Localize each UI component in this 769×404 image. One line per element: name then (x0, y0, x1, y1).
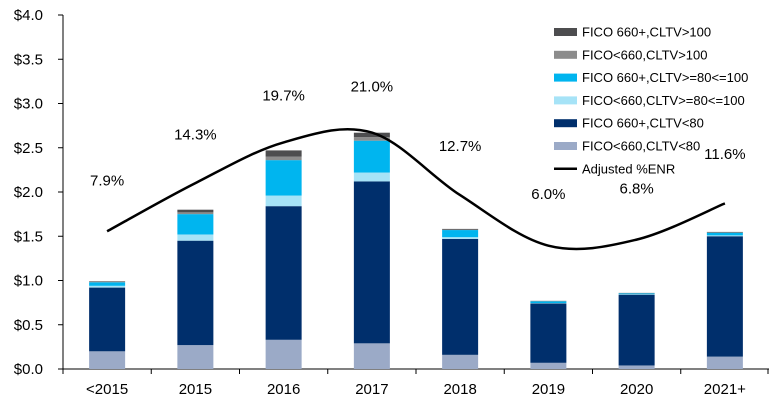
bar-segment (442, 230, 479, 238)
legend-swatch (554, 119, 577, 128)
bar-segment (353, 132, 390, 138)
legend-item: FICO 660+,CLTV>100 (554, 25, 711, 40)
bar-stacks (89, 132, 743, 369)
legend: FICO 660+,CLTV>100 FICO<660,CLTV>100 FICO … (554, 25, 748, 176)
bar-stack (530, 300, 567, 369)
bar-segment (177, 240, 214, 346)
bar-segment (89, 287, 126, 352)
x-tick-label: 2021+ (704, 381, 746, 398)
x-tick-label: 2017 (355, 381, 388, 398)
bar-segment (265, 156, 302, 161)
bar-segment (706, 235, 743, 237)
bar-segment (706, 232, 743, 236)
legend-label: FICO 660+,CLTV>100 (582, 25, 711, 40)
bar-stack (89, 281, 126, 369)
bar-segment (177, 234, 214, 241)
y-tick-label: $3.0 (14, 96, 43, 113)
enr-data-label: 21.0% (351, 78, 394, 95)
bar-segment (265, 195, 302, 207)
bar-segment (442, 228, 479, 230)
bar-stack (442, 228, 479, 369)
enr-line-path (106, 127, 726, 251)
bar-segment (177, 214, 214, 235)
bar-segment (353, 343, 390, 369)
bar-segment (706, 356, 743, 369)
bar-segment (530, 301, 567, 304)
y-tick-label: $1.0 (14, 273, 43, 290)
bar-segment (530, 303, 567, 363)
bar-segment (265, 160, 302, 196)
bar-segment (706, 236, 743, 357)
legend-item: FICO 660+,CLTV>=80<=100 (554, 70, 748, 85)
bar-segment (265, 150, 302, 157)
bar-segment (353, 172, 390, 182)
bar-segment (442, 354, 479, 369)
y-tick-label: $2.5 (14, 140, 43, 157)
y-tick-label: $4.0 (14, 7, 43, 24)
legend-label: FICO 660+,CLTV<80 (582, 116, 704, 131)
bar-segment (265, 206, 302, 340)
y-tick-label: $0.5 (14, 317, 43, 334)
legend-item: FICO 660+,CLTV<80 (554, 116, 704, 131)
bar-segment (442, 237, 479, 239)
legend-label: FICO<660,CLTV>=80<=100 (582, 93, 745, 108)
bar-segment (89, 285, 126, 288)
enr-data-label: 14.3% (174, 126, 217, 143)
x-tick-label: 2018 (443, 381, 476, 398)
y-tick-label: $2.0 (14, 184, 43, 201)
x-tick-label: 2019 (532, 381, 565, 398)
legend-label: FICO<660,CLTV<80 (582, 139, 700, 154)
bar-segment (177, 209, 214, 213)
enr-data-label: 11.6% (704, 146, 745, 163)
bar-segment (442, 238, 479, 355)
x-tick-label: 2015 (179, 381, 212, 398)
legend-swatch (554, 28, 577, 36)
bar-segment (265, 339, 302, 369)
legend-swatch (554, 96, 577, 105)
legend-label: FICO<660,CLTV>100 (582, 47, 708, 62)
bar-segment (177, 212, 214, 215)
bar-segment (530, 362, 567, 369)
bar-segment (177, 345, 214, 369)
legend-label: Adjusted %ENR (582, 161, 675, 176)
bar-segment (89, 281, 126, 283)
bar-stack (618, 292, 655, 369)
x-tick-label: 2016 (267, 381, 300, 398)
bar-stack (706, 231, 743, 369)
bar-segment (706, 231, 743, 233)
x-tick-label: 2020 (620, 381, 653, 398)
x-tick-label: <2015 (86, 381, 128, 398)
y-axis: $0.0 $0.5 $1.0 $1.5 $2.0 $2.5 $3.0 $3.5 $4.0 (14, 7, 64, 378)
legend-item: FICO<660,CLTV>100 (554, 47, 708, 62)
bar-segment (618, 365, 655, 369)
legend-item: Adjusted %ENR (554, 161, 675, 176)
bar-stack (265, 150, 302, 369)
legend-swatch (554, 73, 577, 82)
x-axis: <2015 2015 2016 2017 2018 2019 2020 2021+ (62, 368, 769, 398)
bar-segment (618, 294, 655, 366)
y-tick-label: $1.5 (14, 228, 43, 245)
enr-data-label: 19.7% (262, 88, 305, 105)
bar-segment (89, 351, 126, 369)
bar-segment (353, 137, 390, 141)
y-tick-label: $3.5 (14, 51, 43, 68)
legend-label: FICO 660+,CLTV>=80<=100 (582, 70, 748, 85)
bar-stack (177, 209, 214, 369)
bar-segment (89, 282, 126, 286)
enr-data-label: 12.7% (439, 138, 482, 155)
legend-item: FICO<660,CLTV>=80<=100 (554, 93, 745, 108)
enr-data-label: 7.9% (90, 172, 124, 189)
enr-data-label: 6.0% (531, 186, 565, 203)
bar-segment (618, 293, 655, 295)
legend-swatch (554, 50, 577, 59)
y-tick-label: $0.0 (14, 361, 43, 378)
bar-segment (353, 181, 390, 344)
bar-segment (353, 140, 390, 173)
legend-item: FICO<660,CLTV<80 (554, 139, 700, 154)
legend-swatch (554, 142, 577, 150)
enr-data-label: 6.8% (620, 180, 654, 197)
adjusted-enr-line: 7.9% 14.3% 19.7% 21.0% 12.7% 6.0% 6.8% 11.6% (90, 78, 746, 251)
bar-stack (353, 132, 390, 369)
